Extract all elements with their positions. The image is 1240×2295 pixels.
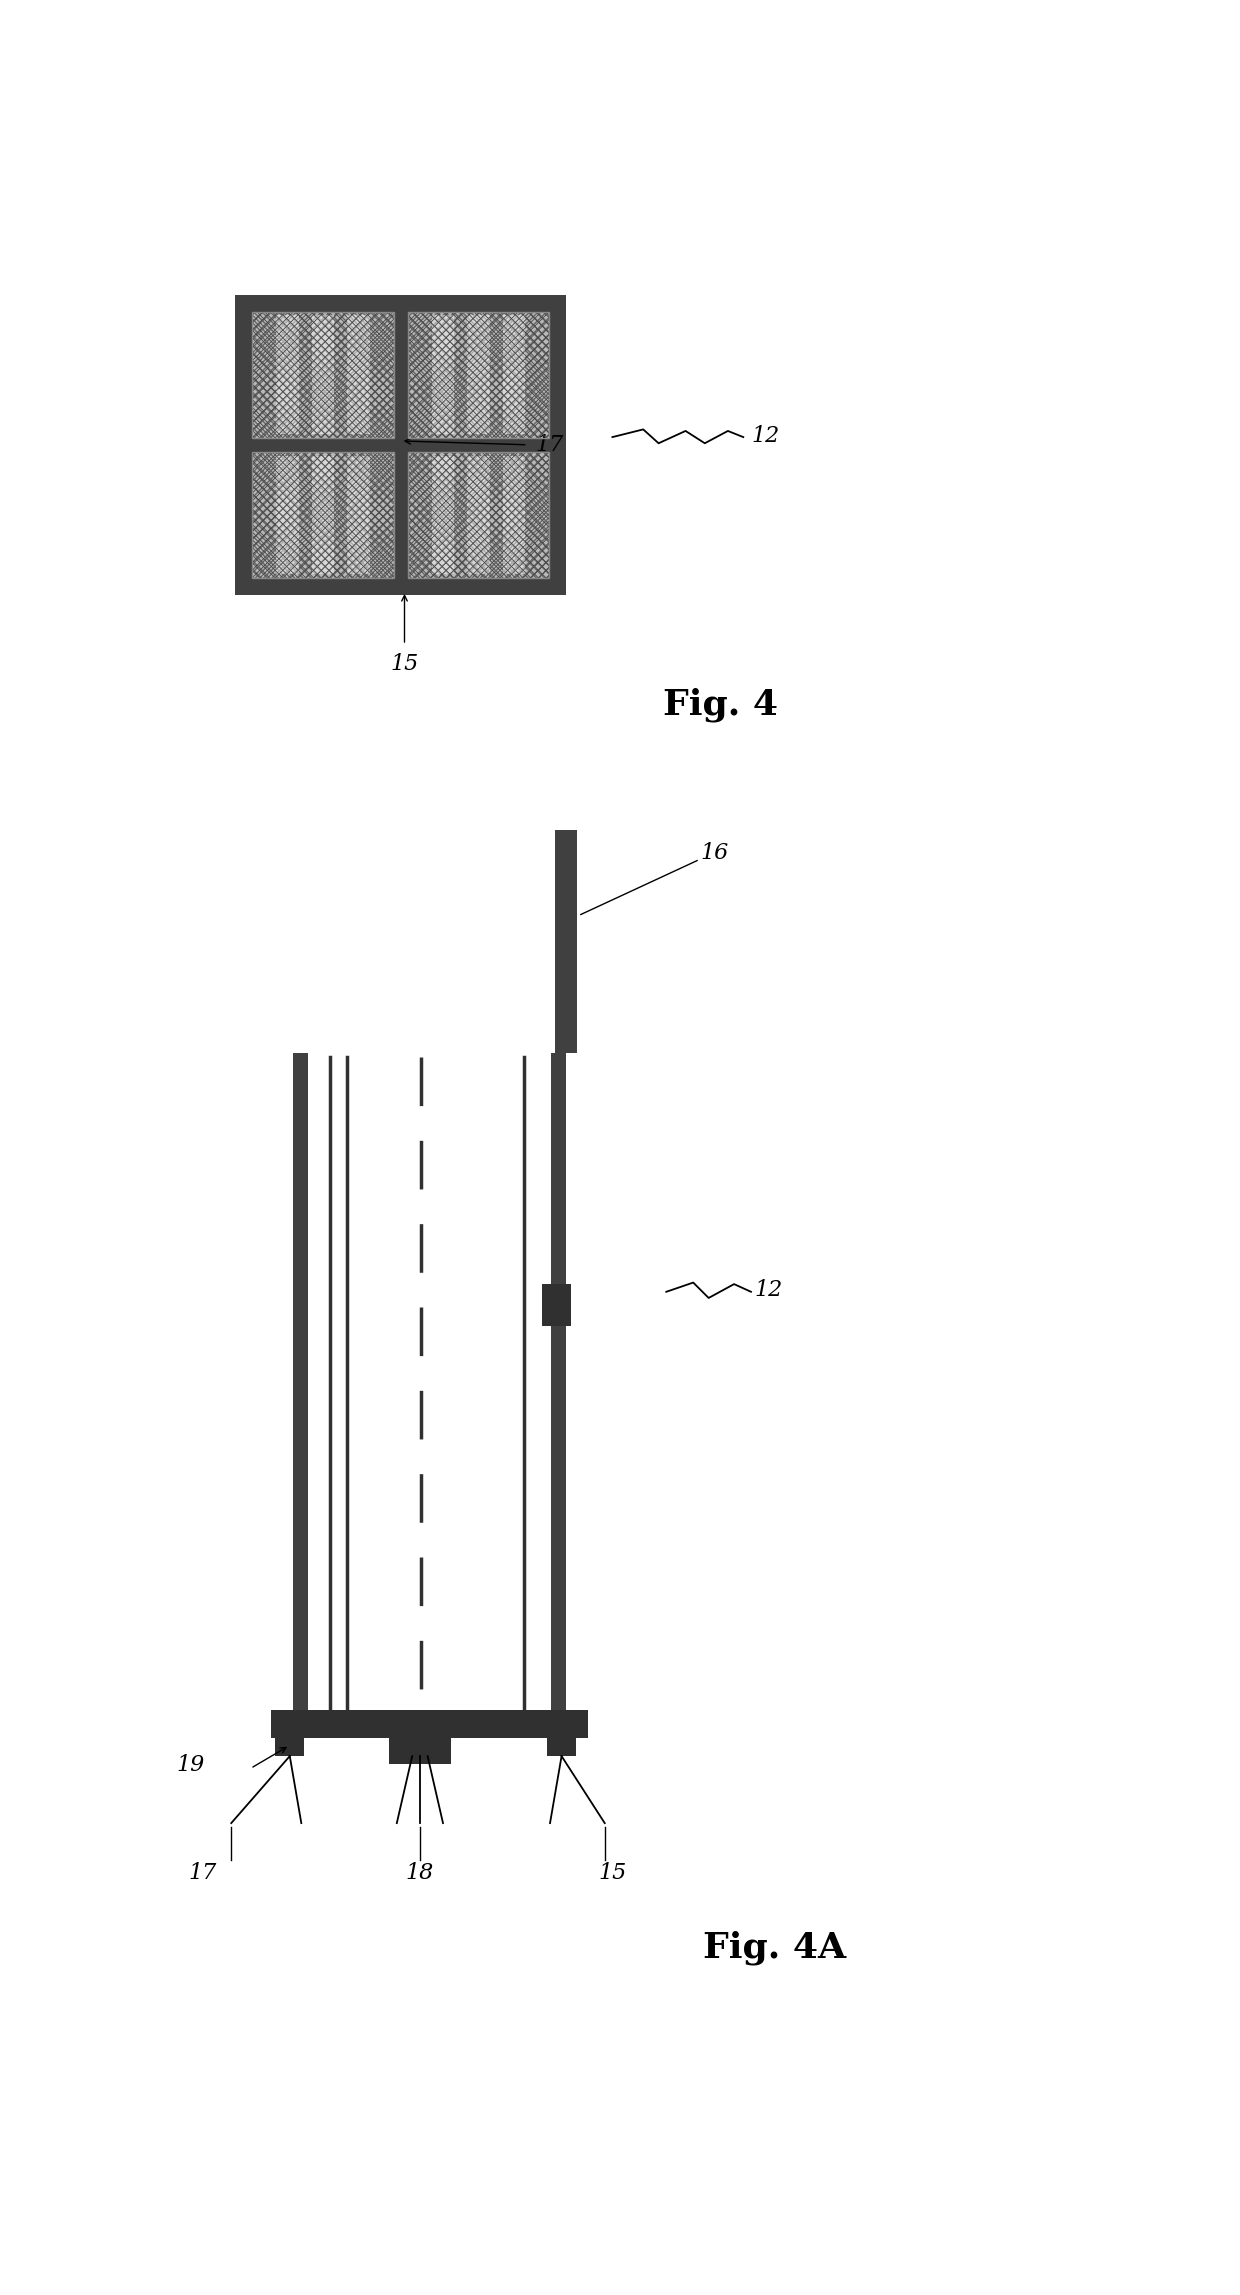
Bar: [432, 314, 454, 434]
Text: Fig. 4: Fig. 4: [662, 686, 777, 723]
Bar: [408, 312, 549, 438]
Bar: [467, 454, 490, 574]
Bar: [408, 452, 549, 578]
Bar: [432, 454, 454, 574]
Text: 17: 17: [188, 1861, 217, 1884]
Bar: [252, 312, 394, 438]
Bar: [275, 1735, 304, 1756]
Text: 15: 15: [598, 1861, 626, 1884]
Text: 19: 19: [176, 1753, 205, 1776]
Bar: [389, 1735, 450, 1765]
Bar: [408, 312, 549, 438]
Bar: [408, 312, 549, 438]
Bar: [252, 312, 394, 438]
Bar: [311, 314, 335, 434]
Bar: [551, 1053, 567, 1730]
Bar: [277, 314, 299, 434]
Bar: [502, 454, 526, 574]
Bar: [293, 1053, 309, 1730]
Bar: [556, 831, 577, 1053]
Bar: [252, 312, 394, 438]
Bar: [277, 454, 299, 574]
Bar: [347, 314, 370, 434]
Bar: [408, 452, 549, 578]
Bar: [467, 314, 490, 434]
Bar: [252, 452, 394, 578]
Bar: [408, 452, 549, 578]
Bar: [252, 452, 394, 578]
Bar: [311, 454, 335, 574]
Text: Fig. 4A: Fig. 4A: [703, 1930, 846, 1965]
Bar: [347, 454, 370, 574]
Text: 12: 12: [751, 425, 779, 448]
Text: 12: 12: [755, 1278, 784, 1301]
Text: 15: 15: [391, 652, 419, 675]
Bar: [252, 452, 394, 578]
Bar: [502, 314, 526, 434]
Text: 16: 16: [701, 842, 729, 863]
Bar: [236, 294, 567, 594]
Text: 18: 18: [405, 1861, 434, 1884]
Bar: [547, 1735, 577, 1756]
Bar: [272, 1710, 588, 1737]
Bar: [542, 1285, 570, 1327]
Text: 17: 17: [536, 434, 564, 457]
